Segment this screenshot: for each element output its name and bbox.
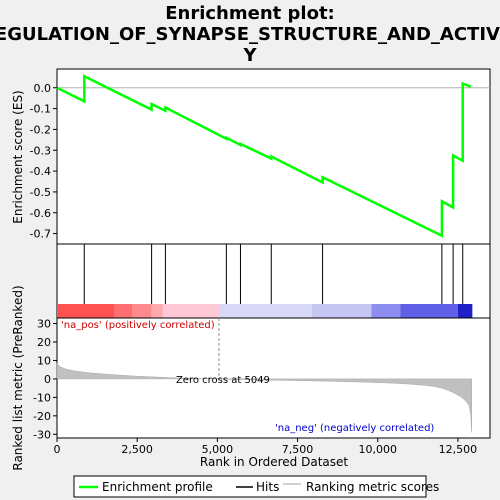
hits-panel (57, 244, 490, 318)
x-tick-label: 0 (54, 443, 61, 456)
color-bar-segment (458, 304, 472, 318)
color-bar-segment (163, 304, 219, 318)
metric-y-tick-label: 30 (37, 318, 51, 331)
legend-label-ranking-metric: Ranking metric scores (306, 480, 439, 494)
es-y-tick-label: -0.4 (30, 165, 51, 178)
color-bar-segment (115, 304, 133, 318)
x-tick-label: 2,500 (121, 443, 153, 456)
color-bar-segment (219, 304, 312, 318)
legend-label-hits: Hits (256, 480, 279, 494)
color-bar-segment (132, 304, 151, 318)
metric-panel: Zero cross at 5049 'na_pos' (positively … (33, 318, 490, 442)
chart-title-line-2: REGULATION_OF_SYNAPSE_STRUCTURE_AND_ACTI… (0, 24, 500, 45)
chart-title-line-3: Y (242, 45, 257, 66)
es-panel: 0.0 -0.1 -0.2 -0.3 -0.4 -0.5 -0.6 -0.7 (30, 69, 490, 244)
metric-y-axis-label: Ranked list metric (PreRanked) (11, 285, 25, 470)
color-bar-segment (57, 304, 115, 318)
zero-cross-label: Zero cross at 5049 (176, 375, 270, 386)
color-bar-segment (152, 304, 163, 318)
color-bar-segment (400, 304, 458, 318)
legend: Enrichment profile Hits Ranking metric s… (74, 476, 439, 497)
es-y-tick-label: -0.7 (30, 228, 51, 241)
color-bar-segment (312, 304, 371, 318)
metric-y-tick-label: -10 (33, 391, 51, 404)
es-y-tick-label: -0.3 (30, 144, 51, 157)
metric-y-ticks: 30 20 10 0 -10 -20 -30 (33, 318, 57, 442)
es-y-tick-label: -0.6 (30, 207, 51, 220)
es-y-tick-label: 0.0 (34, 82, 52, 95)
x-tick-label: 10,000 (358, 443, 397, 456)
color-bar (57, 304, 472, 318)
chart-title-line-1: Enrichment plot: (165, 3, 335, 24)
es-y-axis-label: Enrichment score (ES) (11, 90, 25, 223)
metric-y-tick-label: 0 (44, 373, 51, 386)
es-y-ticks: 0.0 -0.1 -0.2 -0.3 -0.4 -0.5 -0.6 -0.7 (30, 82, 57, 241)
metric-y-tick-label: 20 (37, 336, 51, 349)
legend-label-enrichment-profile: Enrichment profile (102, 480, 213, 494)
x-axis-ticks: 0 2,500 5,000 7,500 10,000 12,500 (54, 438, 478, 456)
metric-y-tick-label: -20 (33, 410, 51, 423)
x-tick-label: 12,500 (439, 443, 478, 456)
x-axis-label: Rank in Ordered Dataset (200, 455, 348, 469)
es-y-tick-label: -0.5 (30, 186, 51, 199)
metric-y-tick-label: -30 (33, 428, 51, 441)
color-bar-segment (371, 304, 400, 318)
positive-correlation-label: 'na_pos' (positively correlated) (61, 320, 215, 331)
es-y-tick-label: -0.1 (30, 103, 51, 116)
metric-y-tick-label: 10 (37, 354, 51, 367)
negative-correlation-label: 'na_neg' (negatively correlated) (275, 423, 434, 434)
es-y-tick-label: -0.2 (30, 123, 51, 136)
